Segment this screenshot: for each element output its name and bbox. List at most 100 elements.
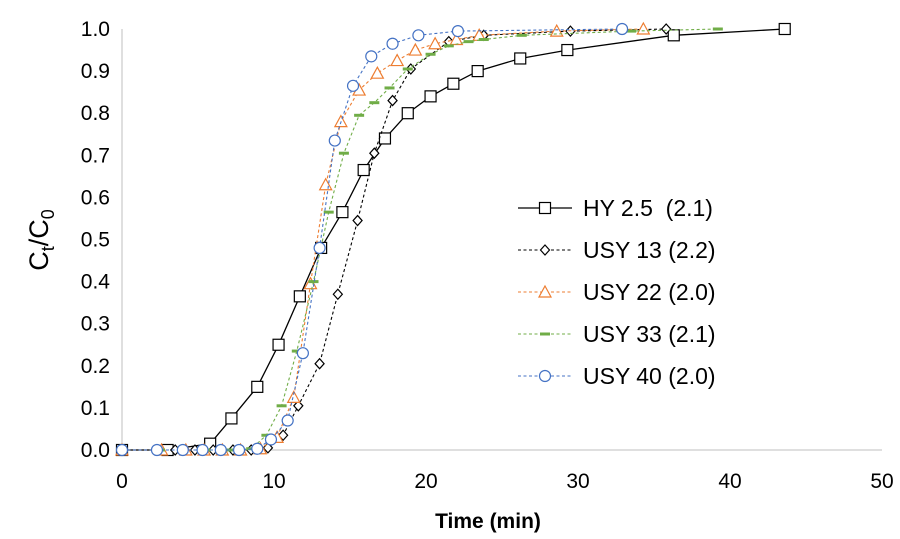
data-point xyxy=(471,64,484,78)
legend-label: USY 13 (2.2) xyxy=(583,237,716,263)
data-point xyxy=(478,38,489,42)
series-1 xyxy=(115,22,791,457)
y-tick-label: 0.4 xyxy=(81,271,111,294)
data-point xyxy=(370,65,385,79)
series-group xyxy=(114,21,791,457)
data-point xyxy=(514,52,527,65)
x-tick-labels: 0 10 20 30 40 50 xyxy=(116,470,894,493)
data-point xyxy=(150,443,164,457)
data-point xyxy=(778,22,791,36)
data-point xyxy=(401,107,414,120)
series-3 xyxy=(114,21,651,456)
data-point xyxy=(425,52,436,56)
y-axis-title-main-sub: t xyxy=(38,246,58,251)
data-point xyxy=(308,280,319,284)
data-point xyxy=(378,132,392,145)
data-point xyxy=(176,443,189,457)
data-point xyxy=(333,114,348,128)
data-point xyxy=(424,90,437,103)
y-tick-label: 0.5 xyxy=(81,229,110,252)
data-point xyxy=(332,288,344,301)
series-line xyxy=(122,28,667,451)
data-point xyxy=(286,390,301,403)
x-tick-label: 20 xyxy=(414,470,437,493)
data-point xyxy=(408,42,423,56)
data-point xyxy=(328,134,341,147)
y-tick-label: 1.0 xyxy=(81,18,110,41)
data-point xyxy=(352,214,363,227)
data-point xyxy=(443,44,454,48)
series-line xyxy=(122,28,644,451)
data-point xyxy=(323,210,334,214)
data-point xyxy=(402,67,413,71)
y-axis-title-main: C xyxy=(24,251,54,271)
data-point xyxy=(412,29,425,42)
data-point xyxy=(357,163,370,177)
series-line xyxy=(122,28,623,451)
x-tick-label: 30 xyxy=(566,470,589,493)
y-tick-label: 0.6 xyxy=(81,186,110,209)
legend-item: HY 2.5 (2.1) xyxy=(518,195,713,221)
data-point xyxy=(272,338,285,351)
data-point xyxy=(232,443,246,457)
data-point xyxy=(196,443,209,457)
data-point xyxy=(336,206,349,219)
y-axis-title-slash: / xyxy=(24,238,54,246)
y-axis-title: Ct/C0 xyxy=(24,209,58,271)
data-point xyxy=(428,36,443,50)
data-point xyxy=(291,349,302,353)
x-tick-label: 10 xyxy=(262,470,285,493)
data-point xyxy=(346,79,360,92)
y-tick-label: 0.9 xyxy=(81,60,110,83)
y-tick-label: 0.2 xyxy=(81,355,110,378)
data-point xyxy=(386,37,399,50)
data-point xyxy=(561,43,574,57)
legend-label: USY 22 (2.0) xyxy=(583,279,716,305)
legend-item: USY 33 (2.1) xyxy=(518,321,716,347)
data-point xyxy=(365,50,378,63)
y-tick-label: 0.0 xyxy=(81,439,110,462)
y-axis-title-denom: C xyxy=(24,219,54,239)
data-point xyxy=(660,23,672,35)
y-tick-labels: 0.0 0.1 0.2 0.3 0.4 0.5 0.6 0.7 0.8 0.9 1.0 xyxy=(81,18,111,462)
legend-label: HY 2.5 (2.1) xyxy=(583,195,713,221)
x-tick-label: 0 xyxy=(116,470,128,493)
legend-label: USY 40 (2.0) xyxy=(583,363,716,389)
data-point xyxy=(264,433,278,446)
data-point xyxy=(354,113,365,117)
data-point xyxy=(626,29,637,33)
legend-marker xyxy=(537,284,553,298)
data-point xyxy=(225,412,238,425)
data-point xyxy=(667,29,680,42)
data-point xyxy=(387,94,398,107)
series-5 xyxy=(115,22,629,457)
legend-marker xyxy=(538,201,552,215)
x-axis-title: Time (min) xyxy=(435,510,541,533)
data-point xyxy=(214,443,227,457)
data-point xyxy=(251,442,264,455)
legend-label: USY 33 (2.1) xyxy=(583,321,716,347)
x-tick-label: 40 xyxy=(718,470,741,493)
data-point xyxy=(276,404,287,408)
legend-marker xyxy=(540,332,550,336)
data-point xyxy=(384,86,395,90)
data-point xyxy=(313,241,326,255)
x-tick-label: 50 xyxy=(870,470,893,493)
legend-item: USY 13 (2.2) xyxy=(518,237,716,263)
y-axis-title-denom-sub: 0 xyxy=(38,209,58,219)
data-point xyxy=(451,25,465,38)
data-point xyxy=(712,27,723,31)
data-point xyxy=(293,399,304,412)
data-point xyxy=(318,177,333,191)
y-tick-label: 0.8 xyxy=(81,102,110,125)
data-point xyxy=(369,147,380,160)
legend-marker xyxy=(539,244,551,256)
data-point xyxy=(293,290,306,303)
y-tick-label: 0.3 xyxy=(81,313,110,336)
data-point xyxy=(636,21,651,35)
legend-marker xyxy=(538,369,552,383)
data-point xyxy=(338,151,349,155)
y-tick-label: 0.1 xyxy=(81,397,110,420)
